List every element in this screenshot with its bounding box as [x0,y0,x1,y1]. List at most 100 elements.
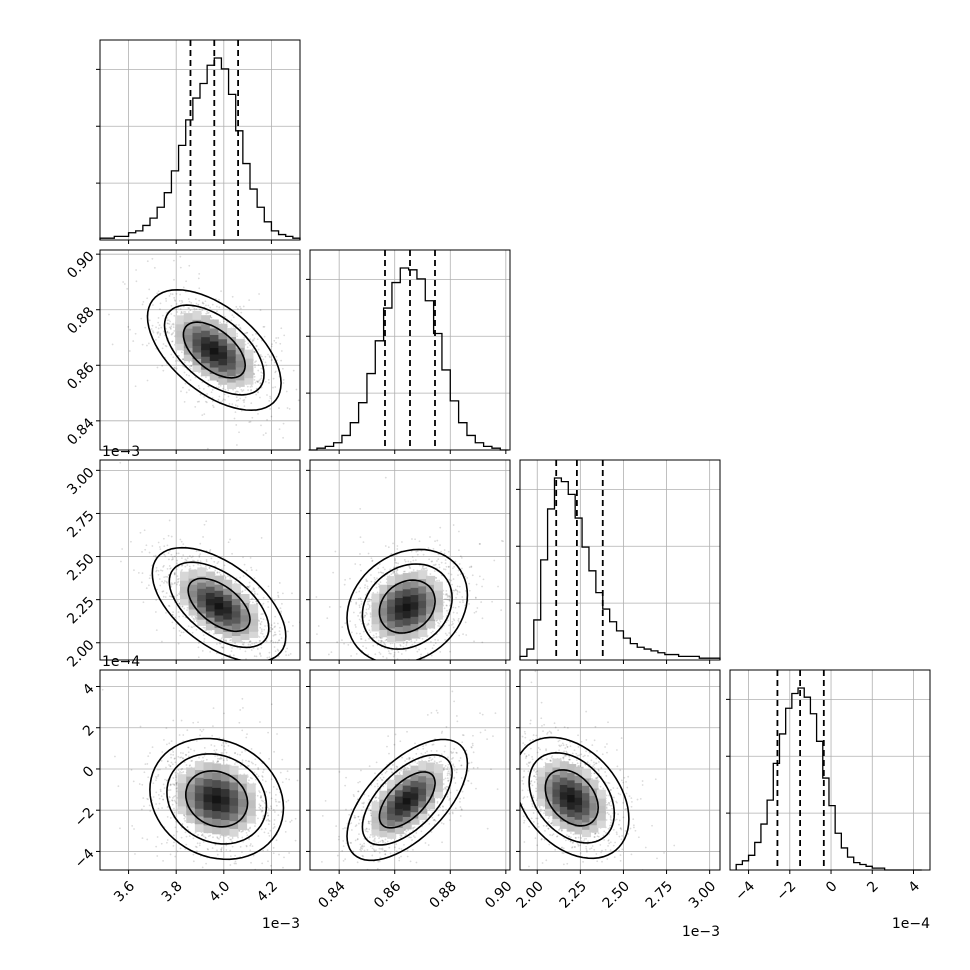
scatter-point [445,592,448,595]
scatter-point [378,583,380,586]
scatter-point [458,530,460,533]
scatter-point [243,563,246,566]
density-cell [175,315,185,325]
scatter-point [193,625,195,628]
scatter-point [253,375,256,378]
scatter-point [418,540,421,543]
scatter-point [197,721,199,724]
scatter-point [250,566,253,569]
scatter-point [482,578,485,581]
scatter-point [184,311,187,313]
density-cell [218,349,228,359]
scatter-point [162,565,165,568]
scatter-point [208,385,210,388]
scatter-point [384,545,387,547]
scatter-point [171,614,174,616]
scatter-point [223,640,226,642]
scatter-point [173,367,176,369]
density-cell [209,371,219,381]
scatter-point [256,648,259,650]
scatter-point [129,328,131,331]
scatter-point [170,353,173,356]
density-cell [205,608,215,618]
scatter-point [147,342,150,345]
density-cell [231,614,241,624]
scatter-point [181,358,184,361]
scatter-point [440,550,443,553]
scatter-point [468,589,471,592]
y-tick-label: 0.88 [64,304,97,337]
scatter-point [173,841,175,844]
scatter-point [186,564,189,566]
scatter-point [247,586,250,588]
density-cell [192,323,202,333]
density-cell [218,323,228,333]
scatter-point [359,536,362,539]
scatter-point [137,571,140,574]
scatter-point [326,617,329,620]
scatter-point [452,622,454,625]
density-cell [227,341,237,351]
scatter-point [307,620,309,622]
scatter-point [272,641,275,644]
scatter-point [391,676,393,678]
scatter-point [257,364,260,366]
scatter-point [237,390,239,393]
scatter-point [274,641,277,644]
scatter-point [367,600,369,603]
scatter-point [311,384,313,386]
scatter-point [224,577,227,579]
scatter-point [473,640,475,643]
scatter-point [236,405,239,408]
scatter-point [191,615,193,618]
scatter-point [259,622,262,625]
scatter-point [219,642,222,645]
density-cell [223,622,233,632]
density-cell [205,602,215,612]
density-cell [218,336,228,346]
scatter-point [180,310,183,313]
density-cell [209,332,219,342]
contour [163,304,265,396]
scatter-point [261,372,264,374]
scatter-point [401,541,403,543]
density-cell [205,596,215,606]
scatter-point [385,666,387,668]
scatter-point [255,360,257,363]
scatter-point [173,299,176,301]
scatter-point [425,567,428,570]
scatter-point [223,393,226,396]
scatter-point [255,380,258,383]
density-cell [249,628,259,638]
scatter-point [279,342,282,345]
scatter-point [168,326,171,329]
scatter-point [163,553,166,556]
scatter-point [327,653,330,656]
scatter-point [246,888,248,890]
scatter-point [170,740,173,742]
scatter-point [430,708,432,710]
scatter-point [163,738,165,741]
scatter-point [396,569,399,571]
contour [182,321,247,379]
scatter-point [444,562,447,565]
scatter-point [168,565,171,567]
scatter-point [182,365,185,368]
scatter-point [242,643,245,646]
scatter-point [176,575,179,578]
scatter-point [271,628,274,631]
scatter-point [206,393,208,395]
scatter-point [336,865,338,867]
scatter-point [170,582,173,585]
scatter-point [176,583,178,586]
scatter-point [259,653,261,656]
scatter-point [163,545,166,548]
scatter-point [458,634,461,637]
scatter-point [277,591,279,594]
scatter-point [244,332,247,335]
scatter-point [278,407,280,409]
scatter-point [439,544,441,546]
scatter-point [203,637,206,640]
scatter-point [193,618,196,621]
scatter-point [166,322,169,325]
